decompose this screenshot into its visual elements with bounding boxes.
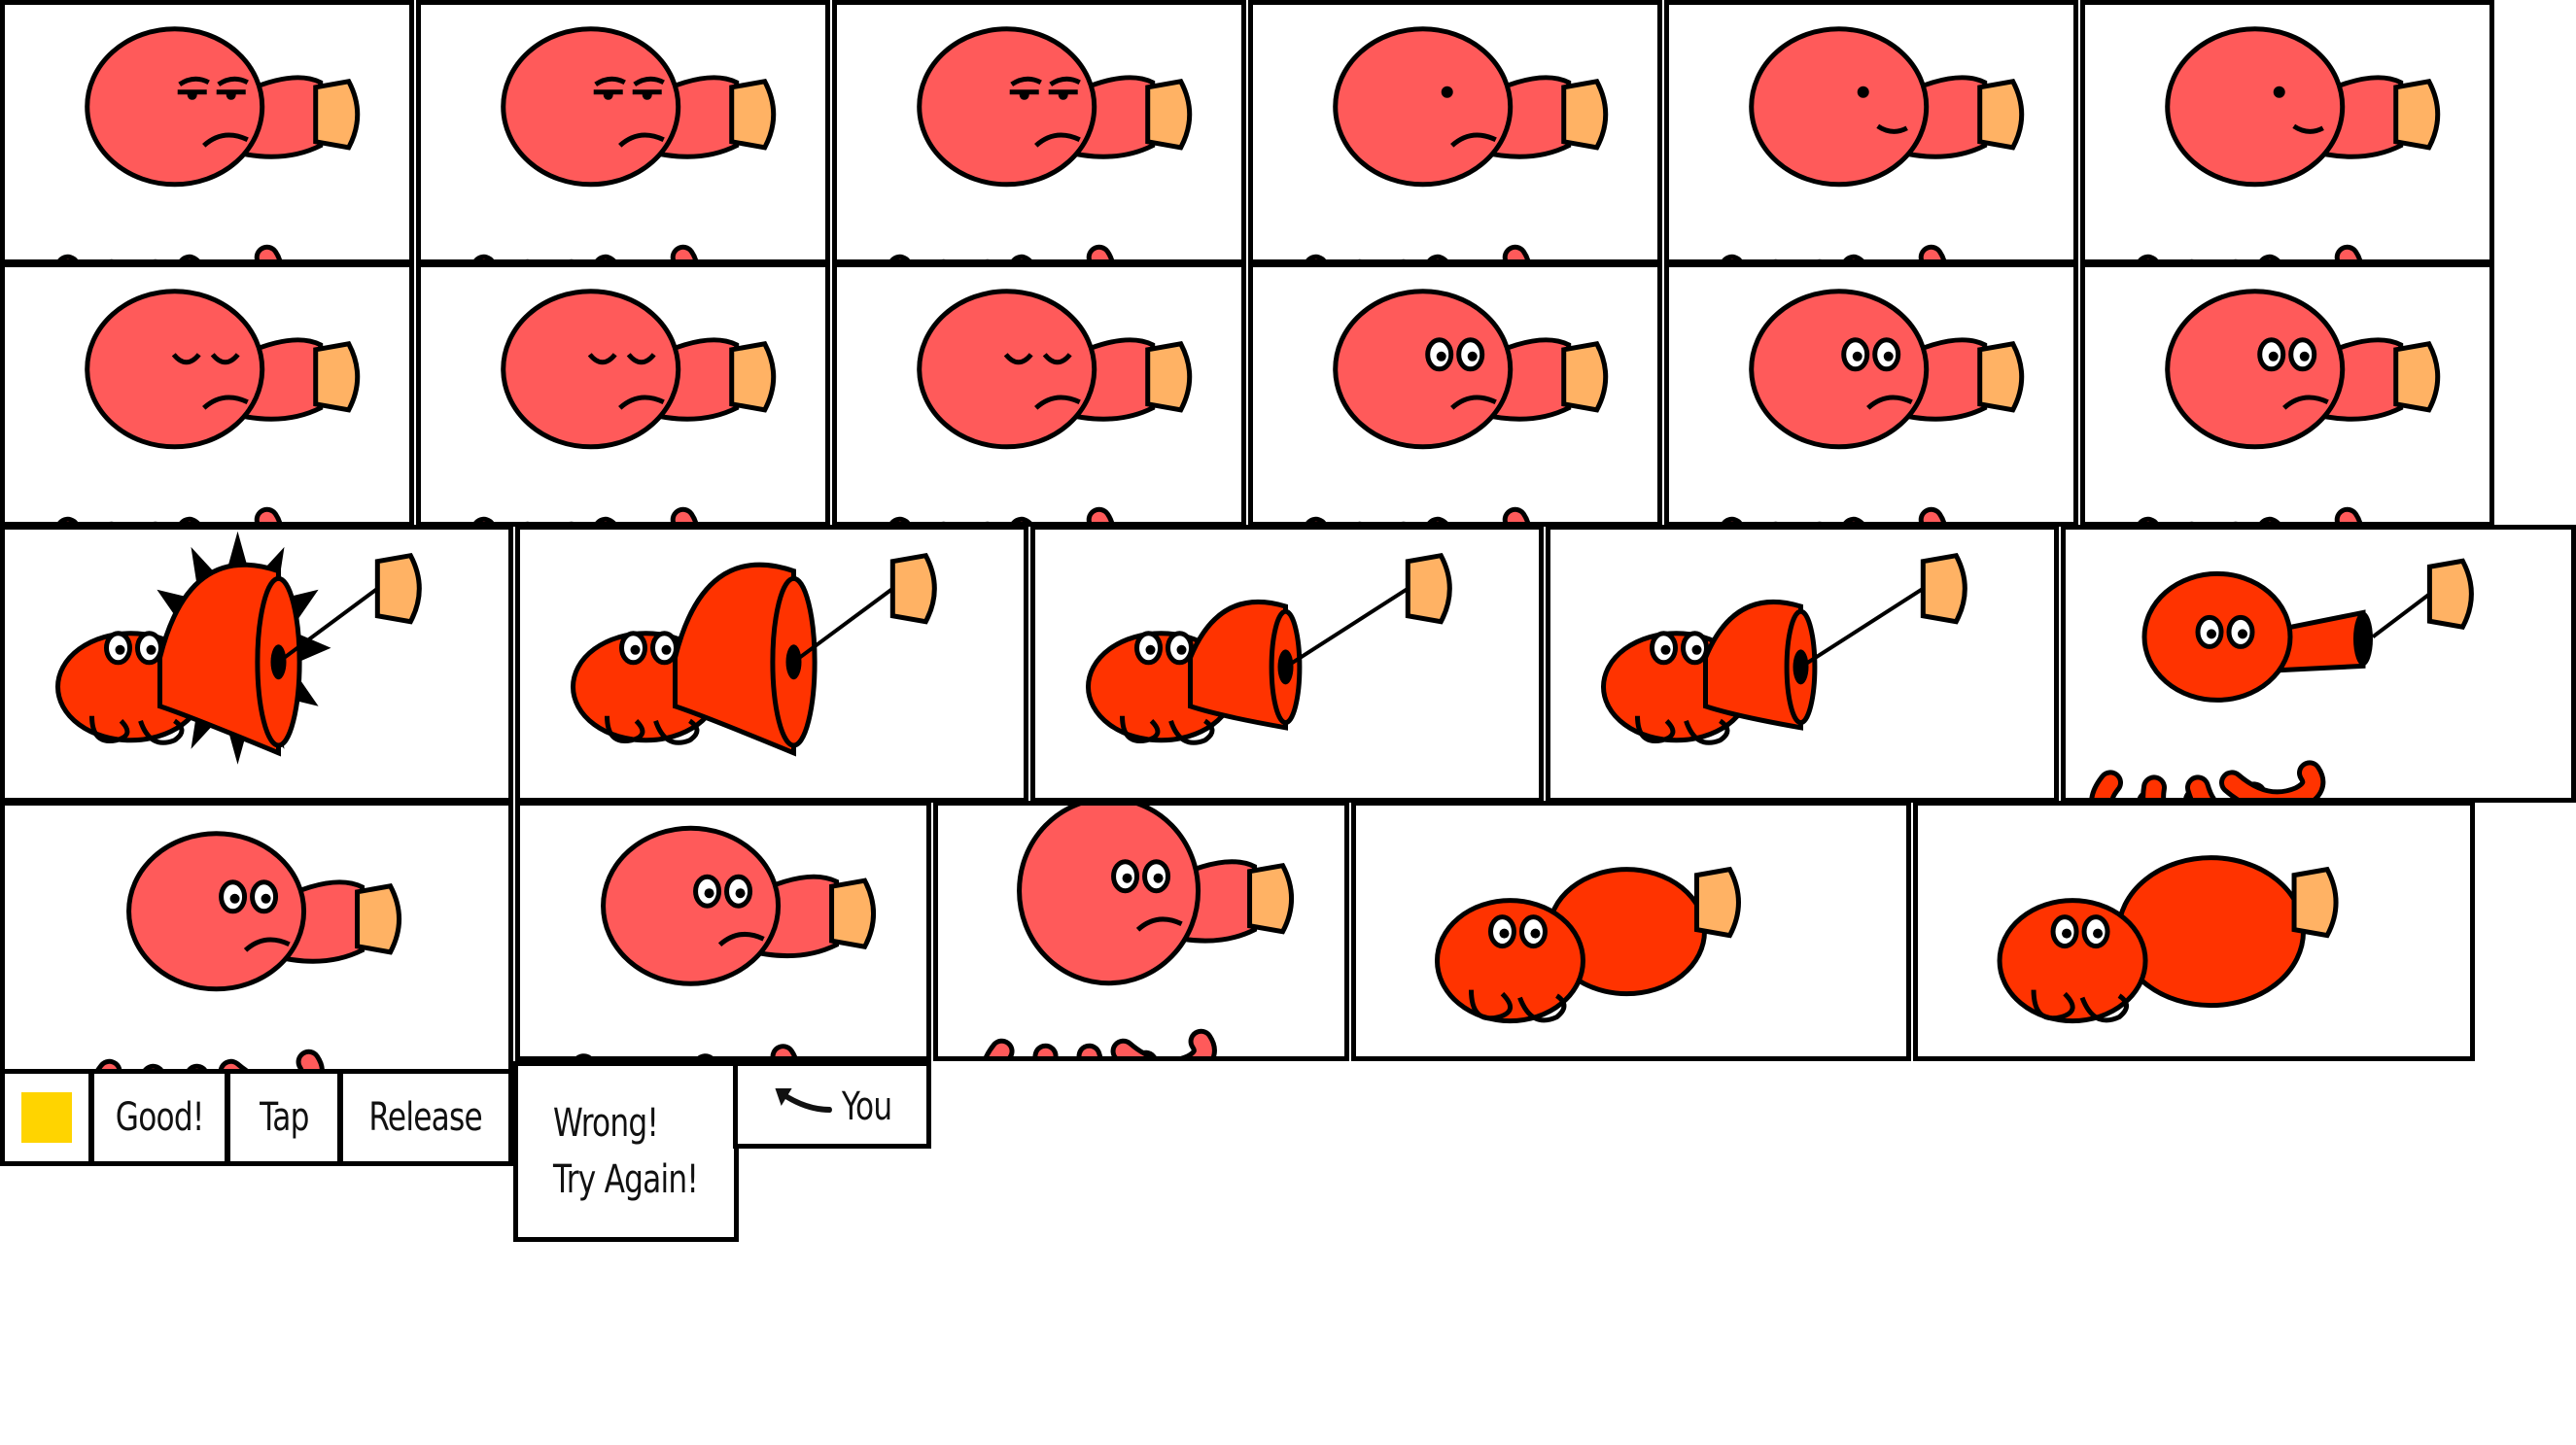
good-text: Good! xyxy=(115,1095,205,1140)
octopus-sprite-icon xyxy=(57,289,361,522)
sprite-frame xyxy=(515,525,1028,803)
sprite-frame xyxy=(2061,525,2576,803)
sprite-frame xyxy=(933,801,1349,1061)
color-swatch xyxy=(21,1092,72,1143)
octopus-sprite-icon xyxy=(889,289,1193,522)
sprite-frame xyxy=(1030,525,1544,803)
sprite-frame xyxy=(832,262,1246,527)
octopus-sprite-icon xyxy=(2138,289,2441,522)
good-label: Good! xyxy=(89,1069,229,1166)
wrong-line-1: Wrong! xyxy=(553,1101,659,1146)
sprite-frame xyxy=(1664,0,2078,264)
wrong-label: Wrong! Try Again! xyxy=(513,1061,739,1242)
wrong-text: Wrong! Try Again! xyxy=(553,1095,699,1208)
sprite-frame xyxy=(1546,525,2059,803)
release-label: Release xyxy=(338,1069,513,1166)
sprite-frame xyxy=(1351,801,1911,1061)
octopus-sprite-icon xyxy=(1305,26,1609,259)
octopus-sprite-icon xyxy=(57,26,361,259)
tap-text: Tap xyxy=(259,1095,309,1140)
sprite-frame xyxy=(515,801,931,1061)
sprite-frame xyxy=(1913,801,2475,1061)
octopus-sprite-icon xyxy=(55,531,422,765)
octopus-sprite-icon xyxy=(1434,866,1741,1024)
arrow-left-icon xyxy=(775,1088,833,1113)
sprite-frame xyxy=(0,0,414,264)
sprite-frame xyxy=(1664,262,2078,527)
octopus-sprite-icon xyxy=(984,806,1294,1056)
octopus-sprite-icon xyxy=(1722,289,2025,522)
sprite-frame xyxy=(416,0,830,264)
octopus-sprite-icon xyxy=(1997,855,2339,1024)
sprite-frame xyxy=(1248,0,1662,264)
octopus-sprite-icon xyxy=(94,831,401,1070)
sprite-frame xyxy=(2080,0,2494,264)
sprite-frame xyxy=(416,262,830,527)
octopus-sprite-icon xyxy=(1305,289,1609,522)
sprite-frame xyxy=(2080,262,2494,527)
tap-label: Tap xyxy=(226,1069,342,1166)
octopus-sprite-icon xyxy=(1722,26,2025,259)
octopus-sprite-icon xyxy=(889,26,1193,259)
sprite-frame xyxy=(1248,262,1662,527)
color-swatch-cell xyxy=(0,1069,93,1166)
octopus-sprite-icon xyxy=(2089,558,2474,798)
sprite-frame xyxy=(0,525,513,803)
wrong-line-2: Try Again! xyxy=(553,1157,699,1202)
octopus-sprite-icon xyxy=(1601,552,1967,745)
you-label: You xyxy=(733,1061,931,1149)
octopus-sprite-icon xyxy=(2138,26,2441,259)
release-text: Release xyxy=(368,1095,483,1140)
sprite-frame xyxy=(832,0,1246,264)
octopus-sprite-icon xyxy=(1086,552,1452,745)
you-text: You xyxy=(842,1084,892,1129)
octopus-sprite-icon xyxy=(575,825,876,1056)
octopus-sprite-icon xyxy=(571,552,937,757)
sprite-frame xyxy=(0,801,513,1075)
octopus-sprite-icon xyxy=(473,289,777,522)
octopus-sprite-icon xyxy=(473,26,777,259)
sprite-frame xyxy=(0,262,414,527)
